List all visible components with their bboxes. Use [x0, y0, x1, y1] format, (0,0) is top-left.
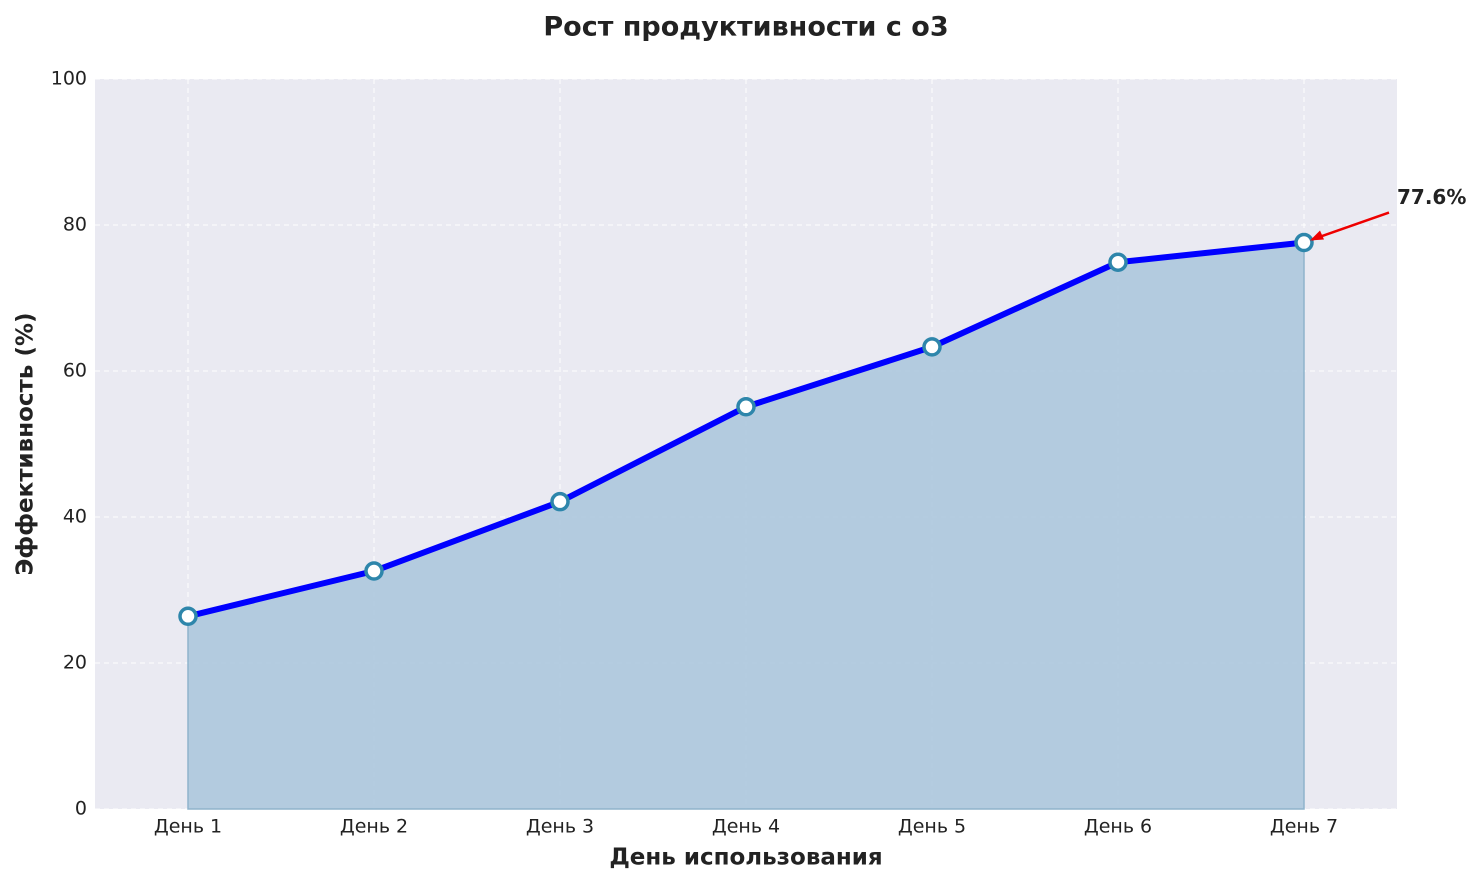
- y-tick-label: 40: [63, 506, 87, 528]
- marker: [364, 561, 384, 581]
- x-axis-label: День использования: [609, 845, 882, 871]
- x-tick-label: День 3: [526, 816, 594, 838]
- marker: [922, 337, 942, 357]
- y-tick-label: 0: [75, 798, 87, 820]
- x-tick-label: День 5: [898, 816, 966, 838]
- y-tick-label: 100: [51, 68, 87, 90]
- x-tick-label: День 1: [154, 816, 222, 838]
- marker: [1108, 252, 1128, 272]
- x-tick-label: День 7: [1270, 816, 1338, 838]
- annotation-arrowhead: [1310, 230, 1324, 241]
- x-tick-label: День 4: [712, 816, 780, 838]
- annotation-arrow: [1311, 211, 1390, 241]
- chart-title: Рост продуктивности с o3: [543, 12, 948, 43]
- y-tick-label: 60: [63, 360, 87, 382]
- x-tick-label: День 2: [340, 816, 408, 838]
- marker: [736, 397, 756, 417]
- marker: [1294, 232, 1314, 253]
- y-tick-label: 80: [63, 214, 87, 236]
- marker: [550, 491, 570, 512]
- marker: [178, 606, 198, 627]
- y-tick-label: 20: [63, 652, 87, 674]
- value-label: 77.6%: [1397, 185, 1466, 209]
- y-axis-label: Эффективность (%): [13, 312, 39, 575]
- x-tick-label: День 6: [1084, 816, 1152, 838]
